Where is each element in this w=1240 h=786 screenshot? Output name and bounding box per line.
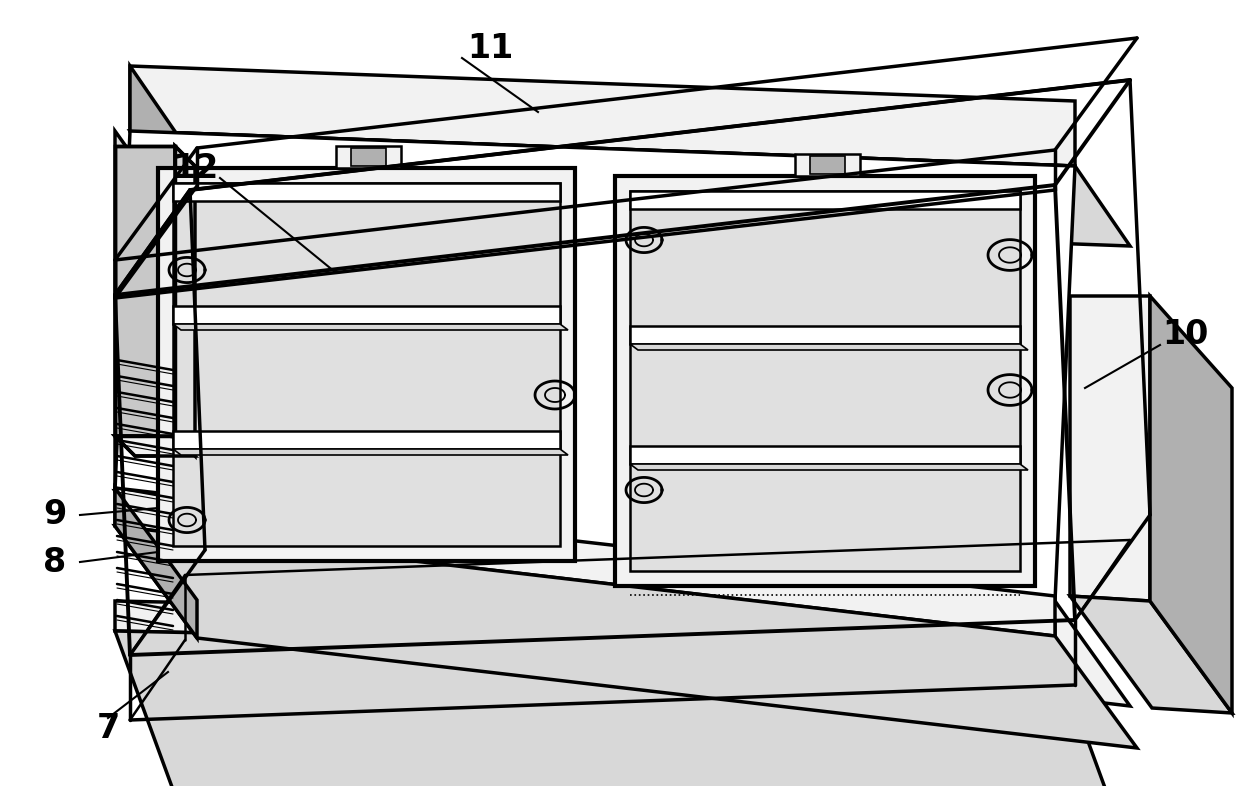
Polygon shape: [115, 631, 1149, 786]
Polygon shape: [115, 526, 1137, 748]
Polygon shape: [615, 176, 1035, 586]
Polygon shape: [174, 183, 560, 546]
Polygon shape: [115, 491, 1130, 706]
Polygon shape: [351, 148, 386, 166]
Polygon shape: [174, 306, 560, 324]
Polygon shape: [130, 66, 185, 211]
Polygon shape: [130, 131, 1130, 246]
Text: 8: 8: [43, 545, 67, 578]
Polygon shape: [115, 601, 1055, 651]
Text: 9: 9: [43, 498, 67, 531]
Polygon shape: [630, 191, 1021, 209]
Polygon shape: [810, 156, 844, 174]
Polygon shape: [795, 154, 861, 176]
Text: 12: 12: [172, 152, 218, 185]
Polygon shape: [115, 131, 190, 596]
Polygon shape: [630, 191, 1021, 571]
Polygon shape: [630, 344, 1028, 350]
Text: 7: 7: [97, 711, 119, 744]
Polygon shape: [174, 449, 568, 455]
Polygon shape: [1070, 596, 1233, 713]
Polygon shape: [1149, 296, 1233, 713]
Polygon shape: [630, 326, 1021, 344]
Text: 11: 11: [467, 31, 513, 64]
Polygon shape: [130, 66, 1075, 166]
Polygon shape: [174, 324, 568, 330]
Polygon shape: [1070, 296, 1149, 601]
Polygon shape: [336, 146, 401, 168]
Polygon shape: [630, 464, 1028, 470]
Polygon shape: [175, 146, 195, 456]
Polygon shape: [174, 431, 560, 449]
Polygon shape: [115, 488, 1055, 636]
Polygon shape: [157, 168, 575, 561]
Polygon shape: [115, 146, 175, 436]
Polygon shape: [174, 183, 560, 201]
Polygon shape: [630, 446, 1021, 464]
Polygon shape: [115, 436, 195, 456]
Polygon shape: [115, 488, 197, 638]
Text: 10: 10: [1162, 318, 1208, 351]
Polygon shape: [115, 131, 1075, 601]
